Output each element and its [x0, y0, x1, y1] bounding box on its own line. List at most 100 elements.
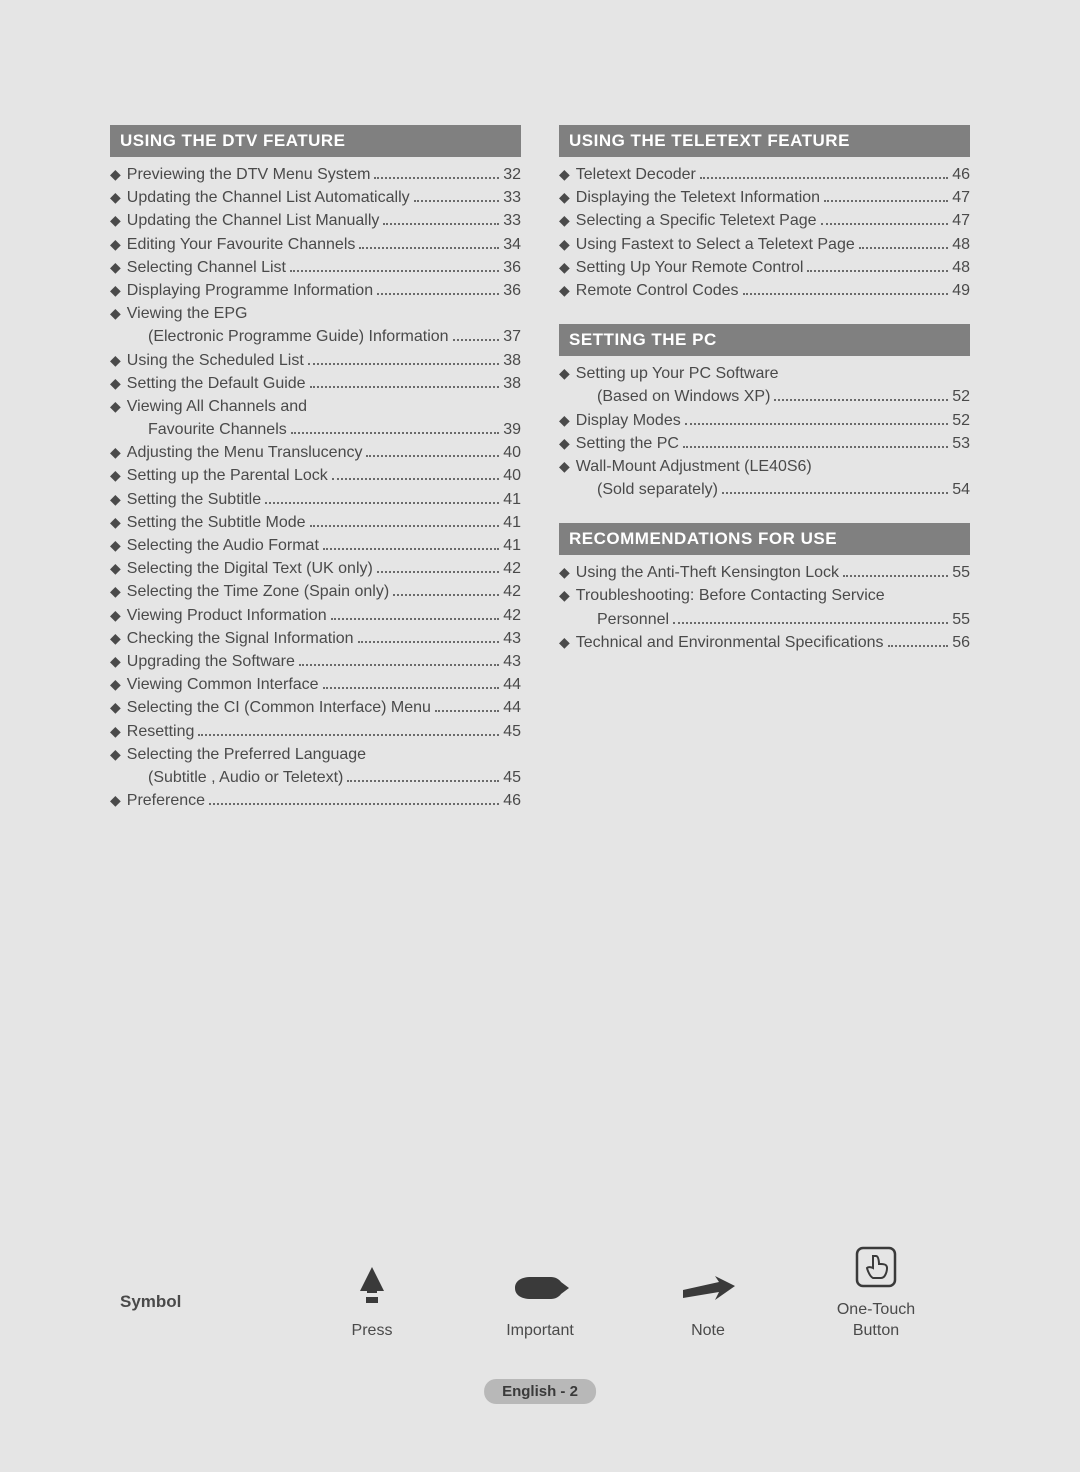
toc-label: Technical and Environmental Specificatio… — [576, 631, 884, 654]
symbol-note: Note — [624, 1265, 792, 1342]
diamond-bullet-icon: ◆ — [110, 744, 121, 764]
toc-label: Preference — [127, 789, 205, 812]
toc-label: Selecting the CI (Common Interface) Menu — [127, 696, 431, 719]
dot-leader — [377, 281, 499, 295]
diamond-bullet-icon: ◆ — [110, 489, 121, 509]
toc-label: Viewing Common Interface — [127, 673, 319, 696]
dot-leader — [383, 211, 499, 225]
toc-sublabel: Personnel — [597, 608, 669, 631]
toc-sublabel: (Electronic Programme Guide) Information — [148, 325, 449, 348]
diamond-bullet-icon: ◆ — [110, 234, 121, 254]
symbol-press: Press — [288, 1265, 456, 1342]
dot-leader — [359, 234, 499, 248]
dot-leader — [310, 373, 500, 387]
diamond-bullet-icon: ◆ — [110, 512, 121, 532]
toc-page: 46 — [503, 789, 521, 812]
dot-leader — [366, 443, 499, 457]
section-header: USING THE DTV FEATURE — [110, 125, 521, 157]
toc-entry: ◆Setting the PC53 — [559, 432, 970, 455]
symbol-heading: Symbol — [120, 1244, 288, 1312]
diamond-bullet-icon: ◆ — [559, 456, 570, 476]
toc-label: Using the Anti-Theft Kensington Lock — [576, 561, 839, 584]
toc-page: 47 — [952, 209, 970, 232]
toc-entry: ◆Selecting the Audio Format41 — [110, 534, 521, 557]
toc-page: 40 — [503, 464, 521, 487]
diamond-bullet-icon: ◆ — [559, 433, 570, 453]
toc-entry: ◆Selecting the Time Zone (Spain only)42 — [110, 580, 521, 603]
dot-leader — [310, 512, 500, 526]
toc-page: 44 — [503, 696, 521, 719]
toc-page: 48 — [952, 256, 970, 279]
toc-subentry: (Subtitle , Audio or Teletext)45 — [110, 766, 521, 789]
dot-leader — [722, 480, 948, 494]
toc-entry: ◆Selecting the CI (Common Interface) Men… — [110, 696, 521, 719]
toc-page: 43 — [503, 650, 521, 673]
diamond-bullet-icon: ◆ — [110, 442, 121, 462]
dot-leader — [673, 609, 948, 623]
dot-leader — [859, 234, 948, 248]
dot-leader — [700, 165, 948, 179]
dot-leader — [323, 536, 499, 550]
toc-label: Displaying the Teletext Information — [576, 186, 820, 209]
toc-entry: ◆Updating the Channel List Manually33 — [110, 209, 521, 232]
dot-leader — [299, 652, 499, 666]
toc-entry: ◆Displaying the Teletext Information47 — [559, 186, 970, 209]
toc-label: Selecting the Digital Text (UK only) — [127, 557, 373, 580]
toc-entry: ◆Setting up the Parental Lock40 — [110, 464, 521, 487]
toc-sublabel: (Subtitle , Audio or Teletext) — [148, 766, 343, 789]
diamond-bullet-icon: ◆ — [110, 303, 121, 323]
toc-label: Setting the Subtitle — [127, 488, 261, 511]
toc-label: Setting the Default Guide — [127, 372, 306, 395]
symbol-label: One-Touch Button — [792, 1300, 960, 1342]
dot-leader — [414, 188, 500, 202]
toc-entry: ◆Viewing the EPG — [110, 302, 521, 325]
toc-columns: USING THE DTV FEATURE◆Previewing the DTV… — [110, 125, 970, 834]
toc-page: 43 — [503, 627, 521, 650]
symbol-legend: Symbol Press Important — [110, 1244, 970, 1342]
diamond-bullet-icon: ◆ — [110, 721, 121, 741]
toc-page: 47 — [952, 186, 970, 209]
toc-label: Using the Scheduled List — [127, 349, 304, 372]
diamond-bullet-icon: ◆ — [110, 651, 121, 671]
dot-leader — [453, 327, 500, 341]
symbol-label: Press — [288, 1321, 456, 1342]
toc-entry: ◆Selecting Channel List36 — [110, 256, 521, 279]
toc-page: 38 — [503, 349, 521, 372]
diamond-bullet-icon: ◆ — [110, 396, 121, 416]
toc-label: Adjusting the Menu Translucency — [127, 441, 363, 464]
toc-page: 55 — [952, 561, 970, 584]
dot-leader — [290, 257, 499, 271]
diamond-bullet-icon: ◆ — [110, 465, 121, 485]
diamond-bullet-icon: ◆ — [559, 257, 570, 277]
diamond-bullet-icon: ◆ — [110, 581, 121, 601]
toc-sublabel: Favourite Channels — [148, 418, 287, 441]
diamond-bullet-icon: ◆ — [559, 585, 570, 605]
toc-label: Display Modes — [576, 409, 681, 432]
section-header: SETTING THE PC — [559, 324, 970, 356]
toc-page: 38 — [503, 372, 521, 395]
toc-page: 32 — [503, 163, 521, 186]
toc-page: 37 — [503, 325, 521, 348]
toc-page: 44 — [503, 673, 521, 696]
toc-entry: ◆Editing Your Favourite Channels34 — [110, 233, 521, 256]
toc-entry: ◆Teletext Decoder46 — [559, 163, 970, 186]
symbol-label: Note — [624, 1321, 792, 1342]
right-column: USING THE TELETEXT FEATURE◆Teletext Deco… — [559, 125, 970, 834]
dot-leader — [291, 420, 499, 434]
toc-entry: ◆Using the Anti-Theft Kensington Lock55 — [559, 561, 970, 584]
toc-page: 39 — [503, 418, 521, 441]
toc-label: Selecting the Audio Format — [127, 534, 319, 557]
toc-entry: ◆Setting the Subtitle Mode41 — [110, 511, 521, 534]
toc-label: Selecting the Time Zone (Spain only) — [127, 580, 389, 603]
toc-sublabel: (Sold separately) — [597, 478, 718, 501]
dot-leader — [824, 188, 948, 202]
toc-label: Viewing Product Information — [127, 604, 327, 627]
toc-page: 55 — [952, 608, 970, 631]
toc-entry: ◆Display Modes52 — [559, 409, 970, 432]
diamond-bullet-icon: ◆ — [110, 535, 121, 555]
dot-leader — [323, 675, 500, 689]
diamond-bullet-icon: ◆ — [559, 410, 570, 430]
toc-label: Setting Up Your Remote Control — [576, 256, 804, 279]
diamond-bullet-icon: ◆ — [110, 790, 121, 810]
dot-leader — [332, 466, 499, 480]
